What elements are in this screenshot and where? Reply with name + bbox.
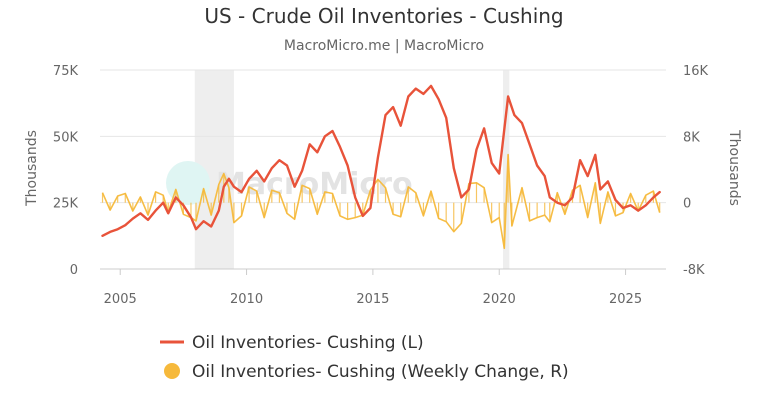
legend: Oil Inventories- Cushing (L) Oil Invento… xyxy=(160,333,569,382)
legend-label-weekly-change: Oil Inventories- Cushing (Weekly Change,… xyxy=(192,362,569,382)
left-tick-label: 0 xyxy=(70,263,78,278)
right-tick-label: 0 xyxy=(683,197,691,212)
legend-dot-icon xyxy=(164,363,180,379)
left-axis-title: Thousands xyxy=(24,130,40,207)
right-tick-label: -8K xyxy=(683,263,705,278)
x-tick-label: 2025 xyxy=(609,292,642,307)
inventories-line xyxy=(101,84,661,237)
right-tick-label: 16K xyxy=(683,64,709,79)
right-axis: -8K 0 8K 16K xyxy=(683,64,709,278)
shaded-period-1 xyxy=(503,70,510,269)
inventories-series xyxy=(101,84,661,237)
chart-title: US - Crude Oil Inventories - Cushing xyxy=(204,4,563,28)
weekly-change-line xyxy=(101,153,661,250)
x-tick-label: 2015 xyxy=(356,292,389,307)
left-axis: 0 25K 50K 75K xyxy=(53,64,79,278)
x-tick-label: 2010 xyxy=(230,292,263,307)
x-tick-label: 2005 xyxy=(104,292,137,307)
legend-item-weekly-change[interactable]: Oil Inventories- Cushing (Weekly Change,… xyxy=(164,362,569,382)
right-axis-title: Thousands xyxy=(726,129,742,206)
x-axis: 2005 2010 2015 2020 2025 xyxy=(104,269,642,307)
right-tick-label: 8K xyxy=(683,130,700,145)
left-tick-label: 75K xyxy=(53,64,79,79)
left-tick-label: 50K xyxy=(53,130,79,145)
left-tick-label: 25K xyxy=(53,197,79,212)
chart-subtitle: MacroMicro.me | MacroMicro xyxy=(284,38,484,54)
legend-item-inventories[interactable]: Oil Inventories- Cushing (L) xyxy=(160,333,424,353)
x-tick-label: 2020 xyxy=(483,292,516,307)
legend-label-inventories: Oil Inventories- Cushing (L) xyxy=(192,333,424,353)
